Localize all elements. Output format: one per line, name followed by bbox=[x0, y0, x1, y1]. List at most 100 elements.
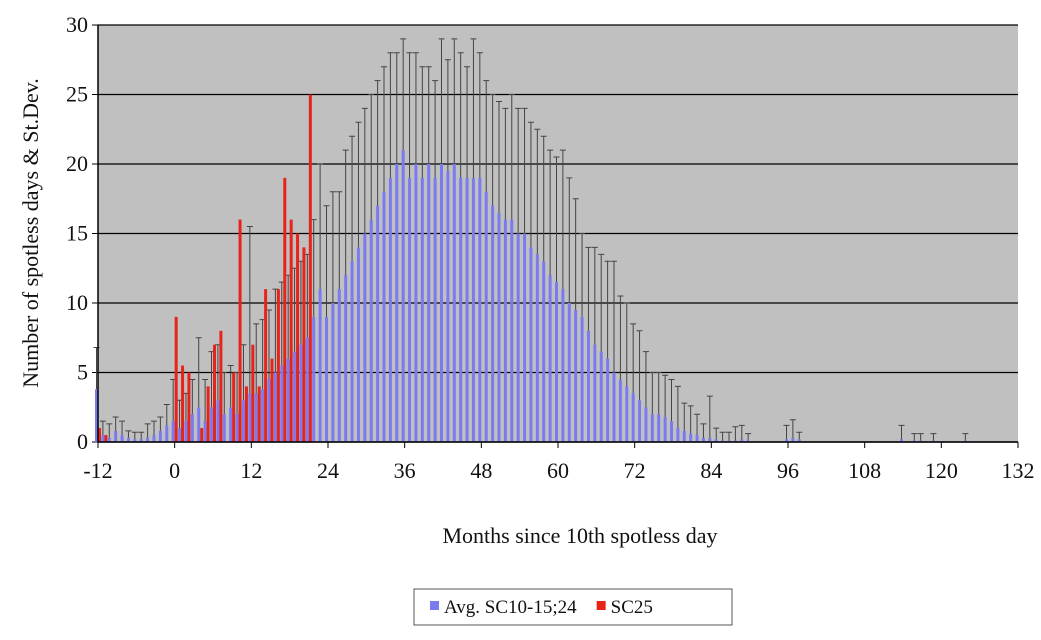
bar bbox=[286, 358, 290, 442]
x-tick-label: 24 bbox=[317, 458, 339, 483]
error-bar bbox=[406, 52, 413, 178]
bar bbox=[593, 344, 597, 442]
legend-swatch bbox=[596, 601, 606, 610]
bar bbox=[567, 303, 571, 442]
error-bar bbox=[789, 419, 796, 438]
bar bbox=[222, 414, 226, 442]
bar bbox=[471, 177, 475, 442]
error-bar bbox=[649, 372, 656, 415]
bar bbox=[139, 439, 143, 442]
error-bar bbox=[642, 351, 649, 408]
error-bar bbox=[687, 405, 694, 434]
error-bar bbox=[361, 107, 368, 234]
bar bbox=[638, 400, 642, 442]
error-bar bbox=[99, 420, 106, 436]
error-bar bbox=[355, 121, 362, 248]
bar bbox=[296, 233, 300, 442]
error-bar bbox=[674, 385, 681, 429]
error-bar bbox=[151, 420, 157, 436]
y-tick-label: 10 bbox=[66, 290, 88, 315]
error-bar bbox=[559, 149, 566, 290]
bar bbox=[356, 247, 360, 442]
bar bbox=[682, 430, 686, 442]
error-bar bbox=[106, 423, 113, 438]
error-bar bbox=[163, 403, 170, 426]
bar bbox=[325, 316, 328, 442]
bar bbox=[101, 435, 105, 442]
bar bbox=[318, 289, 322, 442]
bar bbox=[232, 372, 236, 442]
x-axis-label: Months since 10th spotless day bbox=[443, 523, 718, 548]
bar bbox=[213, 344, 216, 442]
bar bbox=[503, 219, 507, 442]
bar bbox=[264, 289, 268, 442]
legend-label: SC25 bbox=[611, 597, 653, 618]
error-bar bbox=[515, 107, 522, 234]
x-tick-label: 60 bbox=[547, 458, 569, 483]
bar bbox=[126, 437, 130, 442]
error-bar bbox=[464, 66, 471, 178]
x-tick-label: 96 bbox=[777, 458, 799, 483]
bar bbox=[302, 247, 306, 442]
bar bbox=[491, 205, 495, 442]
error-bar bbox=[470, 38, 477, 178]
error-bar bbox=[317, 163, 324, 290]
bar bbox=[580, 316, 584, 442]
bar bbox=[241, 400, 245, 442]
error-bar bbox=[719, 431, 726, 441]
bar bbox=[401, 150, 405, 442]
x-tick-label: 12 bbox=[240, 458, 262, 483]
bar bbox=[478, 177, 482, 442]
error-bar bbox=[783, 424, 790, 440]
error-bar bbox=[393, 52, 400, 164]
bar bbox=[414, 164, 418, 442]
error-bar bbox=[527, 121, 534, 248]
error-bar bbox=[342, 149, 349, 276]
error-bar bbox=[138, 431, 145, 440]
bar bbox=[308, 94, 312, 442]
bar bbox=[523, 233, 527, 442]
bar bbox=[657, 414, 661, 442]
error-bar bbox=[738, 424, 745, 440]
error-bar bbox=[917, 433, 924, 441]
error-bar bbox=[368, 94, 375, 220]
bar bbox=[174, 316, 178, 442]
bar bbox=[542, 261, 546, 442]
bar bbox=[107, 437, 111, 442]
error-bar bbox=[246, 226, 253, 394]
error-bar bbox=[668, 378, 675, 422]
y-tick-label: 30 bbox=[66, 12, 88, 37]
bar bbox=[555, 282, 558, 442]
error-bar bbox=[400, 38, 407, 151]
y-tick-label: 0 bbox=[77, 429, 88, 454]
bar bbox=[446, 170, 450, 442]
bar bbox=[395, 164, 399, 442]
error-bar bbox=[962, 433, 969, 441]
bar bbox=[257, 386, 261, 442]
y-tick-label: 20 bbox=[66, 151, 88, 176]
error-bar bbox=[636, 330, 643, 401]
bar bbox=[238, 219, 242, 442]
bar bbox=[535, 254, 539, 442]
bar bbox=[120, 435, 124, 442]
bar bbox=[625, 386, 629, 442]
error-bar bbox=[432, 80, 439, 178]
bar bbox=[244, 386, 248, 442]
y-tick-label: 25 bbox=[66, 82, 88, 107]
bar bbox=[484, 191, 488, 442]
error-bar bbox=[489, 94, 496, 206]
bar bbox=[184, 421, 188, 442]
error-bar bbox=[732, 426, 739, 441]
error-bar bbox=[547, 149, 554, 276]
bar bbox=[273, 372, 277, 442]
error-bar bbox=[381, 66, 387, 192]
bar bbox=[791, 437, 795, 442]
bar bbox=[376, 205, 380, 442]
error-bar bbox=[476, 52, 483, 178]
bar bbox=[248, 393, 252, 442]
error-bar bbox=[611, 260, 617, 373]
bar bbox=[561, 289, 565, 442]
error-bar bbox=[700, 423, 707, 438]
error-bar bbox=[579, 233, 586, 317]
error-bar bbox=[585, 246, 592, 331]
